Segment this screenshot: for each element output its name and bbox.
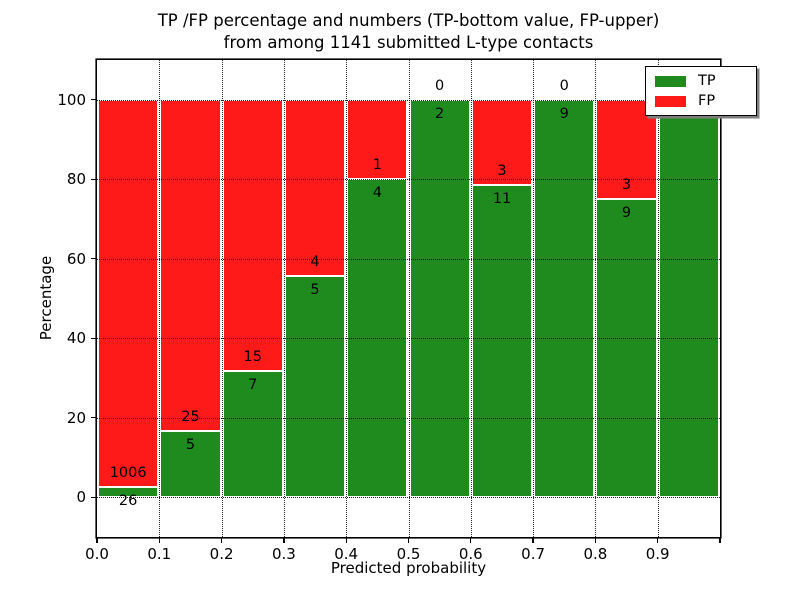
x-tick-label: 0.1 [147,545,172,563]
x-tick-mark [470,538,472,543]
bar-column-0.5-0.6 [409,60,470,537]
tp-count-label: 2 [435,105,445,122]
bar-column-0.0-0.1 [98,60,159,537]
x-tick-label: 0.9 [645,545,670,563]
x-tick-mark [283,538,285,543]
x-tick-mark [657,538,659,543]
tp-count-label: 9 [621,205,632,222]
fp-bar-segment [471,99,533,185]
y-tick-label: 80 [66,170,86,189]
bar-column-0.6-0.7 [471,60,533,537]
y-tick-label: 40 [66,329,86,348]
x-tick-label: 0.4 [334,545,359,563]
tp-count-label: 4 [372,185,382,202]
x-tick-mark [220,538,223,543]
fp-bar-segment [596,99,657,200]
x-tick-mark [407,538,410,543]
y-axis-label: Percentage [37,255,55,341]
x-tick-label: 0.7 [521,545,546,563]
tp-bar-segment [284,276,346,498]
bar-column-0.7-0.8 [534,60,595,537]
fp-legend-swatch [655,95,686,107]
x-tick-label: 0.5 [396,545,421,563]
x-tick-mark [532,538,534,543]
plot-area: 100626255157451402311093906 [97,60,720,537]
fp-count-label: 15 [243,348,262,365]
tp-legend-swatch [655,75,686,87]
x-tick-mark [594,538,597,543]
y-tick-label: 100 [57,90,86,109]
tp-count-label: 26 [118,493,138,510]
gridline-vertical [346,60,348,537]
legend: TP FP [645,66,757,116]
tp-count-label: 9 [559,105,569,122]
x-tick-label: 0.8 [583,545,608,563]
fp-count-label: 1 [372,157,382,174]
tp-bar-segment [98,487,159,498]
bar-column-0.1-0.2 [160,60,221,537]
fp-bar-segment [347,99,408,180]
y-tick-mark [91,258,96,260]
gridline-vertical [159,60,161,537]
y-tick-mark [91,178,96,180]
fp-bar-segment [98,99,159,488]
tp-bar-segment [409,99,470,498]
x-tick-label: 0.0 [85,545,109,563]
gridline-vertical [283,60,285,537]
tp-count-label: 5 [310,282,320,299]
x-tick-mark [96,538,98,543]
fp-bar-segment [160,99,221,432]
gridline-vertical [595,60,597,537]
fp-count-label: 25 [181,409,200,425]
x-tick-mark [345,538,347,543]
fp-legend-label: FP [698,93,716,109]
tp-bar-segment [534,99,595,498]
y-tick-mark [91,496,96,498]
x-tick-mark [158,538,160,543]
y-tick-mark [91,337,96,339]
bar-column-0.9-1.0 [658,60,719,537]
fp-bar-segment [284,99,346,277]
fp-count-label: 4 [310,254,320,271]
y-tick-mark [91,417,96,419]
fp-count-label: 3 [497,162,507,179]
legend-row-tp: TP [655,73,747,89]
fp-count-label: 0 [559,77,569,94]
gridline-vertical [533,60,535,537]
fp-count-label: 3 [621,177,632,194]
tp-bar-segment [222,370,283,498]
gridline-vertical [221,60,223,537]
fp-count-label: 1006 [109,465,147,482]
gridline-vertical [408,60,410,537]
tp-count-label: 7 [248,376,258,393]
tp-bar-segment [471,184,533,498]
x-tick-mark [719,538,721,543]
fp-count-label: 0 [435,77,445,94]
y-tick-label: 60 [66,249,86,268]
x-tick-label: 0.2 [209,545,234,563]
legend-row-fp: FP [655,93,747,109]
tp-legend-label: TP [698,73,716,89]
tp-count-label: 5 [185,437,196,453]
tp-bar-segment [596,199,657,498]
y-tick-label: 20 [66,408,86,427]
chart-title-line2: from among 1141 submitted L-type contact… [223,33,594,52]
y-tick-label: 0 [76,488,86,507]
gridline-vertical [657,60,659,537]
chart-title-line1: TP /FP percentage and numbers (TP-bottom… [157,11,660,30]
bar-column-0.2-0.3 [222,60,283,537]
bar-column-0.4-0.5 [347,60,408,537]
fp-bar-segment [222,99,283,371]
tp-bar-segment [658,99,719,498]
bar-column-0.3-0.4 [284,60,346,537]
gridline-vertical [470,60,472,537]
x-axis-label: Predicted probability [330,559,487,577]
x-tick-label: 0.6 [458,545,483,563]
bar-column-0.8-0.9 [596,60,657,537]
tp-bar-segment [160,431,221,498]
y-tick-mark [91,99,96,101]
x-tick-label: 0.3 [271,545,296,563]
tp-count-label: 11 [492,190,512,207]
